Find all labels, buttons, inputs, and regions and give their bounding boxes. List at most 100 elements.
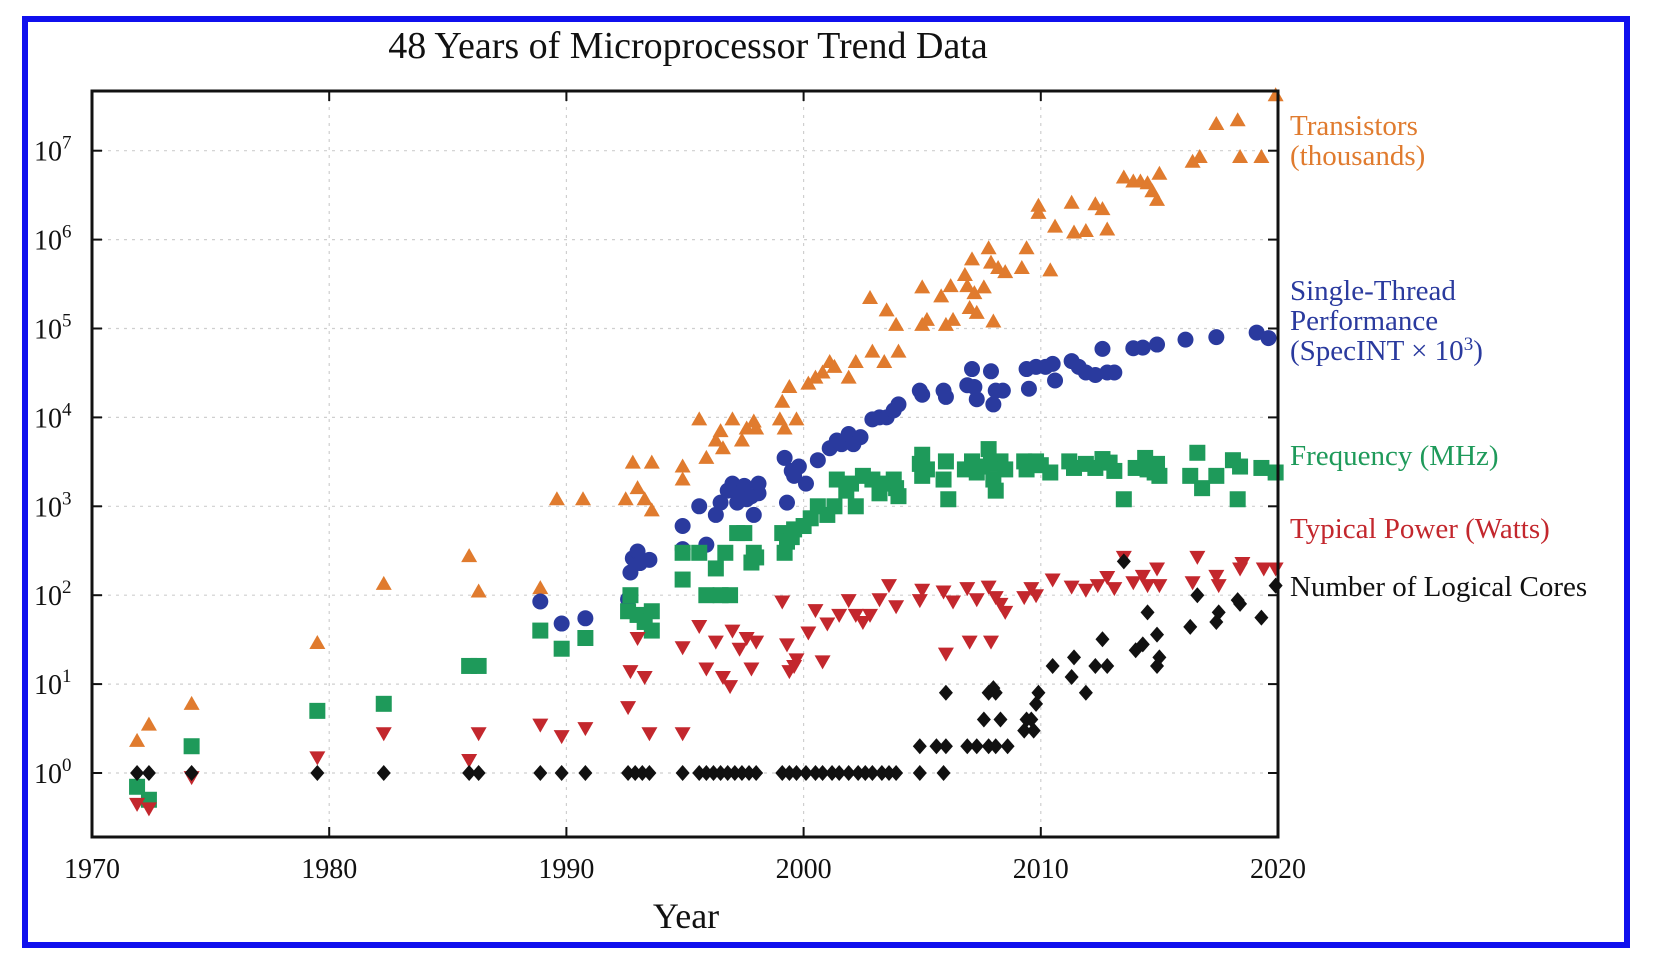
data-point	[1260, 330, 1277, 347]
data-point	[1026, 722, 1041, 739]
data-point	[847, 353, 864, 368]
data-point	[864, 343, 881, 358]
data-point	[880, 579, 897, 594]
data-point	[914, 279, 931, 294]
data-point	[969, 738, 984, 755]
data-point	[1182, 467, 1199, 484]
data-point	[788, 653, 805, 668]
data-point	[985, 396, 1002, 413]
data-point	[1018, 240, 1035, 255]
data-point	[698, 662, 715, 677]
x-tick-label: 2010	[1013, 854, 1069, 885]
data-point	[698, 587, 715, 604]
data-point	[918, 311, 935, 326]
data-point	[1047, 218, 1064, 233]
data-point	[774, 595, 791, 610]
data-point	[966, 285, 983, 300]
data-point	[778, 494, 795, 511]
data-point	[1115, 169, 1132, 184]
data-point	[1190, 587, 1205, 604]
data-point	[129, 778, 146, 795]
x-tick-label: 2000	[776, 854, 832, 885]
data-point	[778, 638, 795, 653]
data-point	[1208, 569, 1225, 584]
data-point	[980, 240, 997, 255]
y-tick-base: 10	[34, 403, 62, 434]
data-point	[748, 549, 765, 566]
data-point	[968, 593, 985, 608]
data-point	[622, 665, 639, 680]
data-point	[1067, 649, 1082, 666]
data-point	[936, 765, 951, 781]
data-point	[1208, 329, 1225, 346]
data-point	[865, 765, 880, 781]
data-point	[643, 622, 660, 639]
data-point	[674, 571, 691, 588]
data-point	[743, 662, 760, 677]
data-point	[935, 585, 952, 600]
data-point	[707, 635, 724, 650]
data-point	[1095, 631, 1110, 648]
data-point	[851, 765, 866, 781]
data-point	[775, 765, 790, 781]
data-point	[890, 343, 907, 358]
legend-text-part: )	[1473, 335, 1483, 367]
data-point	[1094, 201, 1111, 216]
y-tick-base: 10	[34, 137, 62, 168]
y-tick-base: 10	[34, 581, 62, 612]
data-point	[140, 802, 157, 817]
data-point	[375, 575, 392, 590]
data-point	[988, 738, 1003, 755]
y-tick-exponent: 6	[62, 222, 72, 243]
data-point	[888, 600, 905, 615]
data-point	[1013, 259, 1030, 274]
data-point	[937, 453, 954, 470]
data-point	[1094, 340, 1111, 357]
data-point	[937, 316, 954, 331]
data-point	[1210, 579, 1227, 594]
data-point	[675, 765, 690, 781]
data-point	[981, 738, 996, 755]
data-point	[1267, 562, 1284, 577]
data-point	[911, 594, 928, 609]
legend-label: Number of Logical Cores	[1290, 571, 1587, 603]
legend-label: Frequency (MHz)	[1290, 440, 1499, 472]
data-point	[1152, 649, 1167, 666]
data-point	[1028, 589, 1045, 604]
data-point	[748, 635, 765, 650]
data-point	[727, 765, 742, 781]
data-point	[533, 765, 548, 781]
data-point	[636, 491, 653, 506]
data-point	[699, 765, 714, 781]
data-point	[717, 544, 734, 561]
data-point	[776, 449, 793, 466]
data-point	[554, 765, 569, 781]
data-point	[1063, 194, 1080, 209]
data-point	[1115, 491, 1132, 508]
data-point	[1089, 579, 1106, 594]
data-point	[1268, 577, 1283, 594]
data-point	[1016, 591, 1033, 606]
data-point	[1000, 738, 1015, 755]
data-point	[819, 617, 836, 632]
data-point	[1031, 684, 1046, 701]
data-point	[532, 622, 549, 639]
data-point	[1194, 480, 1211, 497]
data-point	[1024, 711, 1039, 728]
data-point	[776, 420, 793, 435]
data-point	[1047, 372, 1064, 389]
data-point	[577, 630, 594, 647]
data-point	[140, 716, 157, 731]
data-point	[800, 626, 817, 641]
data-point	[376, 765, 391, 781]
data-point	[736, 525, 753, 542]
data-point	[532, 593, 549, 610]
y-tick-base: 10	[34, 226, 62, 257]
data-point	[912, 738, 927, 755]
data-point	[707, 560, 724, 577]
data-point	[1045, 657, 1060, 674]
data-point	[375, 727, 392, 742]
data-point	[914, 583, 931, 598]
series-4-points	[130, 553, 1283, 781]
data-point	[968, 304, 985, 319]
